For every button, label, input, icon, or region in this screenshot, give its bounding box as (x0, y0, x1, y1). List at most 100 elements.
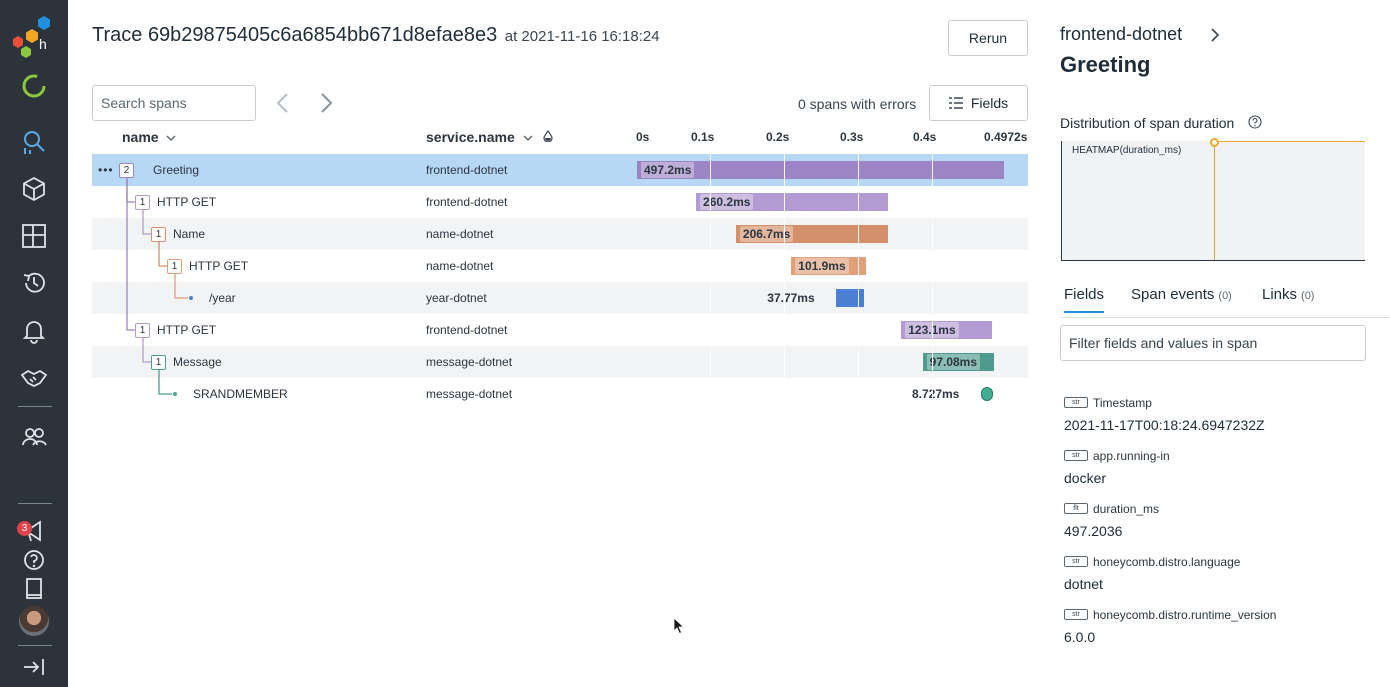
span-field[interactable]: str Timestamp 2021-11-17T00:18:24.6947232Z (1064, 394, 1265, 433)
span-name[interactable]: HTTP GET (189, 259, 249, 273)
span-service-name[interactable]: frontend-dotnet (1060, 24, 1183, 44)
question-circle-icon[interactable] (1248, 115, 1262, 129)
query-search-icon[interactable] (18, 126, 50, 158)
span-duration-bar[interactable] (836, 289, 865, 307)
next-arrow-icon[interactable] (315, 90, 339, 116)
span-duration-bar[interactable] (696, 193, 889, 211)
child-count-toggle[interactable]: 1 (151, 355, 166, 370)
leaf-dot-icon (173, 392, 177, 396)
user-avatar[interactable] (19, 606, 49, 636)
timeline-tick-label: 0s (636, 130, 650, 144)
more-options-icon[interactable]: ••• (98, 163, 114, 177)
child-count-toggle[interactable]: 1 (135, 195, 150, 210)
child-count-toggle[interactable]: 2 (119, 163, 134, 178)
span-row[interactable]: 1 HTTP GET frontend-dotnet 260.2ms (92, 186, 1028, 218)
tab-links[interactable]: Links (0) (1262, 286, 1314, 303)
span-duration-bar[interactable] (735, 225, 889, 243)
fields-button[interactable]: Fields (929, 85, 1028, 121)
honeycomb-logo-icon[interactable]: h (8, 14, 56, 60)
tab-span-events-label: Span events (1131, 286, 1215, 303)
fields-button-label: Fields (970, 95, 1009, 111)
color-drop-icon[interactable] (542, 129, 553, 143)
span-name[interactable]: Greeting (153, 163, 200, 177)
span-field[interactable]: str honeycomb.distro.language dotnet (1064, 553, 1240, 592)
loading-ring-icon[interactable] (18, 70, 50, 102)
span-duration-bar[interactable] (637, 161, 1004, 179)
span-title: Greeting (1060, 52, 1151, 77)
span-row[interactable]: 1 Message message-dotnet 97.08ms (92, 346, 1028, 378)
chevron-right-icon[interactable] (1208, 26, 1222, 44)
span-duration-bar[interactable] (980, 387, 993, 401)
span-duration-bar[interactable] (922, 353, 995, 371)
slo-handshake-icon[interactable] (18, 361, 50, 393)
span-row[interactable]: 1 HTTP GET name-dotnet 101.9ms (92, 250, 1028, 282)
distribution-label: Distribution of span duration (1060, 115, 1235, 131)
chevron-down-icon (523, 135, 533, 141)
span-service: name-dotnet (426, 259, 494, 273)
name-column-header[interactable]: name (122, 129, 176, 145)
span-service: message-dotnet (426, 355, 513, 369)
search-spans-input[interactable] (92, 85, 256, 121)
tab-fields[interactable]: Fields (1064, 286, 1105, 313)
child-count-toggle[interactable]: 1 (167, 259, 182, 274)
span-row[interactable]: ••• 2 Greeting frontend-dotnet 497.2ms (92, 154, 1028, 186)
tab-links-count: (0) (1301, 290, 1315, 302)
duration-heatmap[interactable]: HEATMAP(duration_ms) (1061, 138, 1365, 261)
span-service: year-dotnet (426, 291, 487, 305)
span-name[interactable]: /year (209, 291, 236, 305)
span-duration-bar[interactable] (901, 321, 993, 339)
name-column-label: name (122, 129, 159, 145)
previous-arrow-icon[interactable] (270, 90, 294, 116)
child-count-toggle[interactable]: 1 (151, 227, 166, 242)
span-name[interactable]: HTTP GET (157, 323, 217, 337)
docs-book-icon[interactable] (18, 573, 50, 605)
service-column-label: service.name (426, 129, 515, 145)
child-count-toggle[interactable]: 1 (135, 323, 150, 338)
expand-sidebar-icon[interactable] (18, 651, 50, 683)
span-duration-label: 37.77ms (767, 291, 815, 305)
errors-count: 0 spans with errors (798, 96, 917, 112)
span-duration-label: 206.7ms (739, 226, 794, 242)
span-service: frontend-dotnet (426, 323, 508, 337)
span-duration-label: 123.1ms (905, 322, 959, 338)
team-icon[interactable] (18, 421, 50, 453)
span-duration-bar[interactable] (791, 257, 867, 275)
heatmap-marker-dot[interactable] (1210, 138, 1219, 147)
span-service: message-dotnet (426, 387, 513, 401)
span-field[interactable]: str app.running-in docker (1064, 447, 1170, 486)
span-row[interactable]: SRANDMEMBER message-dotnet 8.727ms (92, 378, 1028, 410)
service-column-header[interactable]: service.name (426, 129, 553, 145)
trace-title: Trace 69b29875405c6a6854bb671d8efae8e3 a… (92, 24, 660, 47)
span-name[interactable]: Message (173, 355, 222, 369)
datasets-cube-icon[interactable] (18, 173, 50, 205)
span-name[interactable]: Name (173, 227, 206, 241)
span-name[interactable]: SRANDMEMBER (193, 387, 288, 401)
tab-span-events-count: (0) (1218, 290, 1232, 302)
field-value: 497.2036 (1064, 523, 1123, 539)
rerun-button[interactable]: Rerun (948, 20, 1028, 56)
chevron-down-icon (166, 135, 176, 141)
triggers-bell-icon[interactable] (18, 314, 50, 346)
span-row[interactable]: 1 Name name-dotnet 206.7ms (92, 218, 1028, 250)
tab-links-label: Links (1262, 286, 1298, 303)
tab-span-events[interactable]: Span events (0) (1131, 286, 1232, 303)
fields-list-icon (948, 97, 963, 109)
span-name[interactable]: HTTP GET (157, 195, 217, 209)
help-icon[interactable] (18, 544, 50, 576)
timeline-tick-label: 0.3s (840, 130, 864, 144)
span-field[interactable]: str honeycomb.distro.runtime_version 6.0.0 (1064, 606, 1276, 645)
span-field[interactable]: flt duration_ms 497.2036 (1064, 500, 1159, 539)
span-row[interactable]: 1 HTTP GET frontend-dotnet 123.1ms (92, 314, 1028, 346)
span-duration-label: 260.2ms (700, 194, 754, 210)
boards-grid-icon[interactable] (18, 220, 50, 252)
trace-timestamp: at 2021-11-16 16:18:24 (504, 28, 660, 45)
span-duration-label: 101.9ms (795, 258, 849, 274)
field-value: dotnet (1064, 576, 1103, 592)
timeline-tick-label: 0.4972s (984, 130, 1028, 144)
filter-fields-input[interactable] (1060, 325, 1366, 361)
span-row[interactable]: /year year-dotnet 37.77ms (92, 282, 1028, 314)
history-icon[interactable] (18, 267, 50, 299)
svg-text:h: h (39, 36, 47, 52)
timeline-tick-label: 0.4s (913, 130, 937, 144)
span-service: name-dotnet (426, 227, 494, 241)
